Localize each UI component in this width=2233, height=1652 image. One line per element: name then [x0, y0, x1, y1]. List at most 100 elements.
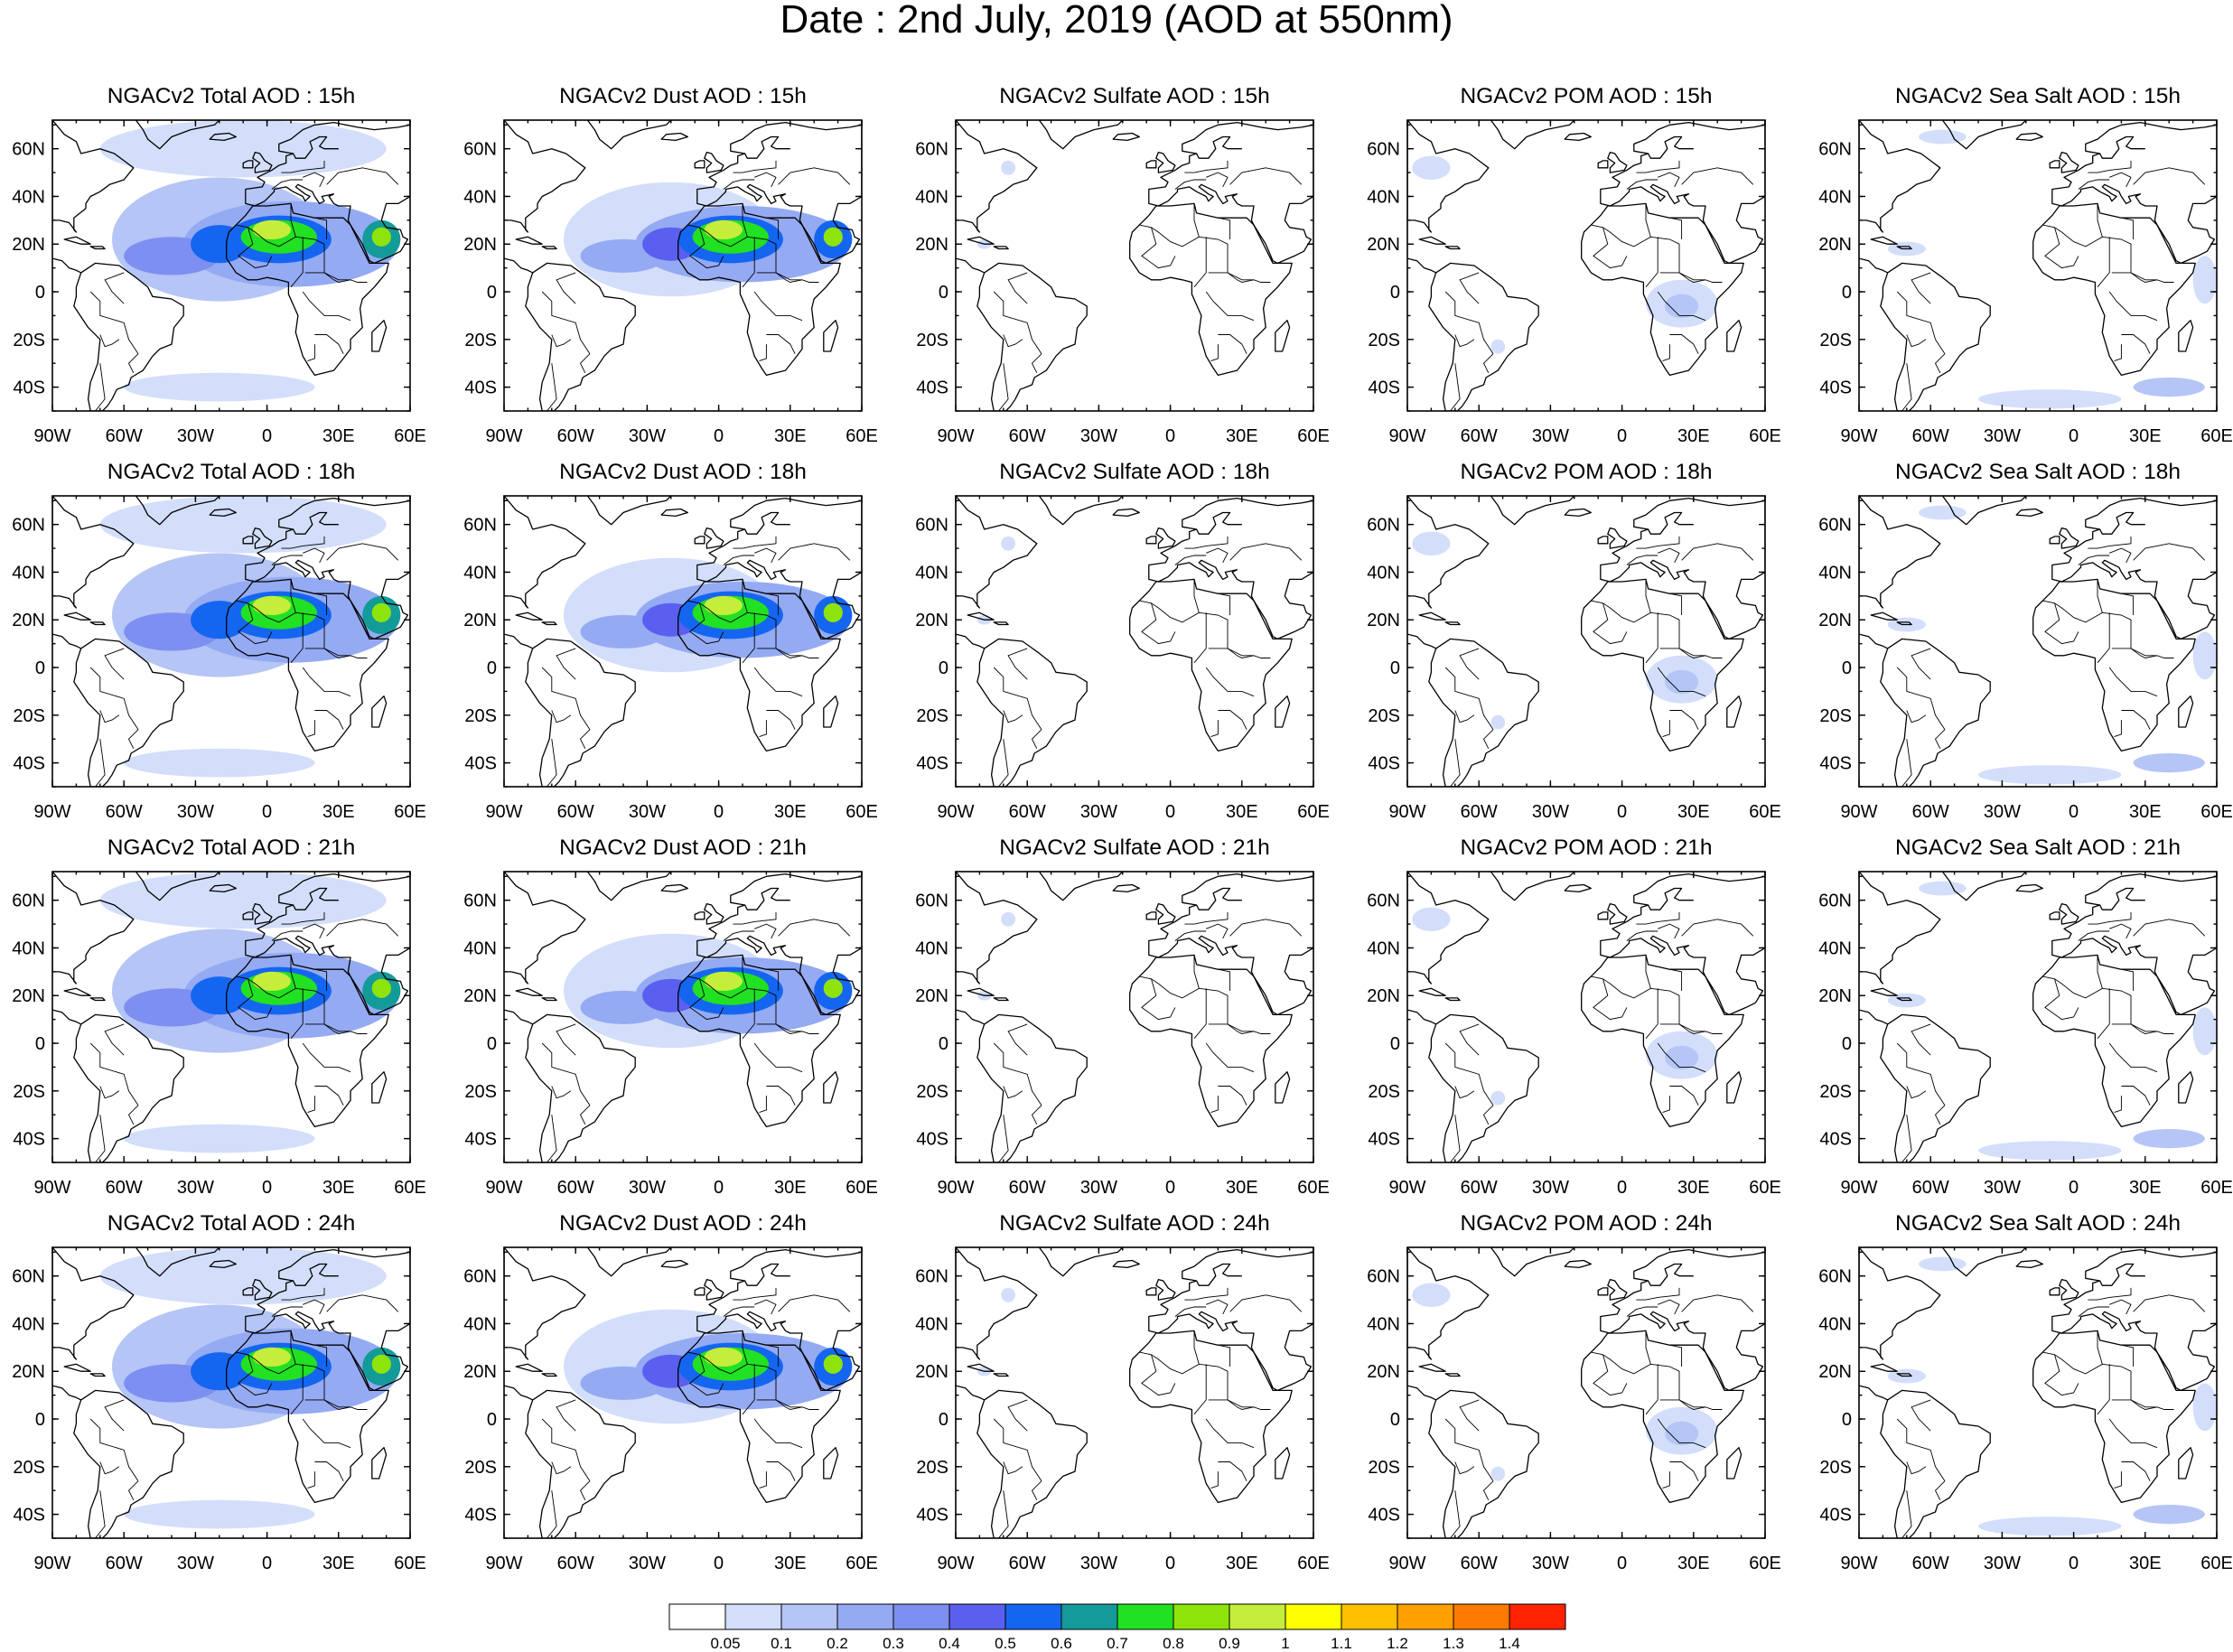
coastline-southAmerica: [73, 1013, 184, 1162]
country-border: [766, 968, 780, 991]
colorbar-swatch: [836, 1603, 894, 1630]
coastline-ireland: [2049, 911, 2060, 920]
country-border: [2121, 1344, 2135, 1367]
coastline-northAmerica: [52, 1247, 135, 1360]
country-border: [2121, 217, 2135, 239]
colorbar: 0.05 0.1 0.2 0.3 0.4 0.5 0.6 0.7 0.8 0.9 1 1.1 1.2 1.…: [668, 1603, 1566, 1652]
aod-field-region: [371, 978, 391, 998]
country-border: [1007, 648, 1028, 680]
lat-tick-label: 20S: [916, 1082, 948, 1102]
coastline-iceland: [1564, 132, 1592, 142]
country-border: [1482, 1105, 1494, 1125]
country-border: [993, 667, 1042, 730]
coastline-cuba: [515, 1363, 543, 1372]
lon-tick-label: 30W: [1080, 802, 1117, 822]
country-border: [541, 667, 591, 730]
country-border: [1681, 543, 1754, 561]
coastline-iceland: [2015, 508, 2043, 518]
coastline-iceland: [2015, 1259, 2043, 1269]
coastline-greenland: [1038, 872, 1124, 901]
country-border: [1193, 237, 1207, 288]
lon-tick-label: 0: [1165, 1554, 1175, 1573]
country-border: [1031, 1105, 1042, 1125]
country-border: [2097, 203, 2103, 238]
country-border: [766, 593, 780, 615]
lat-tick-label: 60N: [1818, 516, 1852, 536]
country-border: [754, 547, 777, 564]
aod-field-region: [252, 971, 291, 991]
country-border: [1911, 648, 1931, 680]
coastline-britain: [1155, 902, 1176, 925]
country-border: [1636, 160, 1680, 173]
country-border: [1896, 1042, 1946, 1106]
country-border: [1174, 179, 1207, 190]
country-border: [1459, 272, 1480, 304]
country-border: [556, 272, 576, 304]
lat-tick-label: 60N: [915, 1267, 948, 1287]
coastline-ireland: [242, 1287, 254, 1296]
panel-title-dust-aod: NGACv2 Dust AOD : 18h: [559, 460, 807, 484]
lon-tick-label: 90W: [937, 1178, 974, 1198]
country-border: [1229, 919, 1303, 937]
country-border: [1210, 344, 1219, 362]
colorbar-swatch: [1453, 1603, 1510, 1630]
lon-tick-label: 90W: [1388, 802, 1425, 822]
country-border: [2133, 1294, 2206, 1312]
lon-tick-label: 60E: [394, 426, 426, 446]
map-panel-sulfate-aod: 60N 40N 20N 0 20S 40S 90W 60W 30W 0 30E 60E: [915, 119, 1330, 446]
country-border: [753, 1418, 803, 1449]
country-border: [290, 955, 296, 989]
country-border: [2111, 1023, 2174, 1034]
country-border: [689, 602, 724, 645]
lon-tick-label: 30E: [322, 802, 355, 822]
lon-tick-label: 30W: [629, 1178, 666, 1198]
coastline-madagascar: [823, 1071, 839, 1104]
lon-tick-label: 90W: [1840, 802, 1877, 822]
country-border: [89, 291, 139, 354]
lon-tick-label: 60E: [1297, 1178, 1330, 1198]
aod-field-region: [2192, 631, 2217, 680]
country-border: [290, 203, 296, 238]
lon-tick-label: 60E: [394, 1178, 426, 1198]
aod-field-region: [124, 1499, 315, 1529]
lon-tick-label: 0: [1617, 802, 1627, 822]
lon-tick-label: 30W: [1532, 1554, 1569, 1573]
lon-tick-label: 30E: [2129, 1178, 2162, 1198]
country-border: [1193, 1330, 1200, 1365]
coastline-ireland: [1145, 1287, 1157, 1296]
country-border: [1593, 227, 1628, 269]
coastline-ireland: [694, 911, 705, 920]
coastline-madagascar: [823, 320, 839, 352]
country-border: [1662, 720, 1670, 738]
coastline-centralAmerica: [956, 1009, 985, 1025]
lat-tick-label: 40N: [12, 187, 45, 207]
country-border: [1031, 1480, 1042, 1501]
coastline-southAmerica: [73, 1389, 184, 1538]
country-border: [104, 272, 125, 304]
country-border: [723, 555, 755, 565]
coastline-centralAmerica: [504, 1385, 533, 1401]
country-border: [998, 363, 1009, 411]
country-border: [236, 1351, 351, 1410]
lat-tick-label: 40N: [463, 1314, 497, 1334]
lon-tick-label: 30E: [1677, 802, 1710, 822]
country-border: [302, 291, 351, 322]
coastline-madagascar: [2178, 1447, 2194, 1479]
country-border: [1007, 272, 1028, 304]
lat-tick-label: 60N: [1367, 1267, 1400, 1287]
lat-tick-label: 40N: [12, 1314, 45, 1334]
coastline-iceland: [1112, 883, 1140, 893]
map-panel-sulfate-aod: 60N 40N 20N 0 20S 40S 90W 60W 30W 0 30E 60E: [915, 871, 1330, 1198]
country-border: [2114, 344, 2122, 362]
aod-field-region: [1001, 160, 1015, 175]
country-border: [1208, 272, 1271, 283]
coastline-iceland: [1564, 508, 1592, 518]
country-border: [1003, 1461, 1023, 1475]
lon-tick-label: 30W: [177, 1554, 214, 1573]
coastline-scandinavia: [2099, 511, 2145, 535]
lat-tick-label: 40N: [915, 187, 948, 207]
country-border: [1658, 172, 1680, 188]
panel-title-total-aod: NGACv2 Total AOD : 18h: [107, 460, 356, 484]
coastline-greenland: [1941, 1247, 2027, 1277]
lat-tick-label: 60N: [1367, 891, 1400, 911]
